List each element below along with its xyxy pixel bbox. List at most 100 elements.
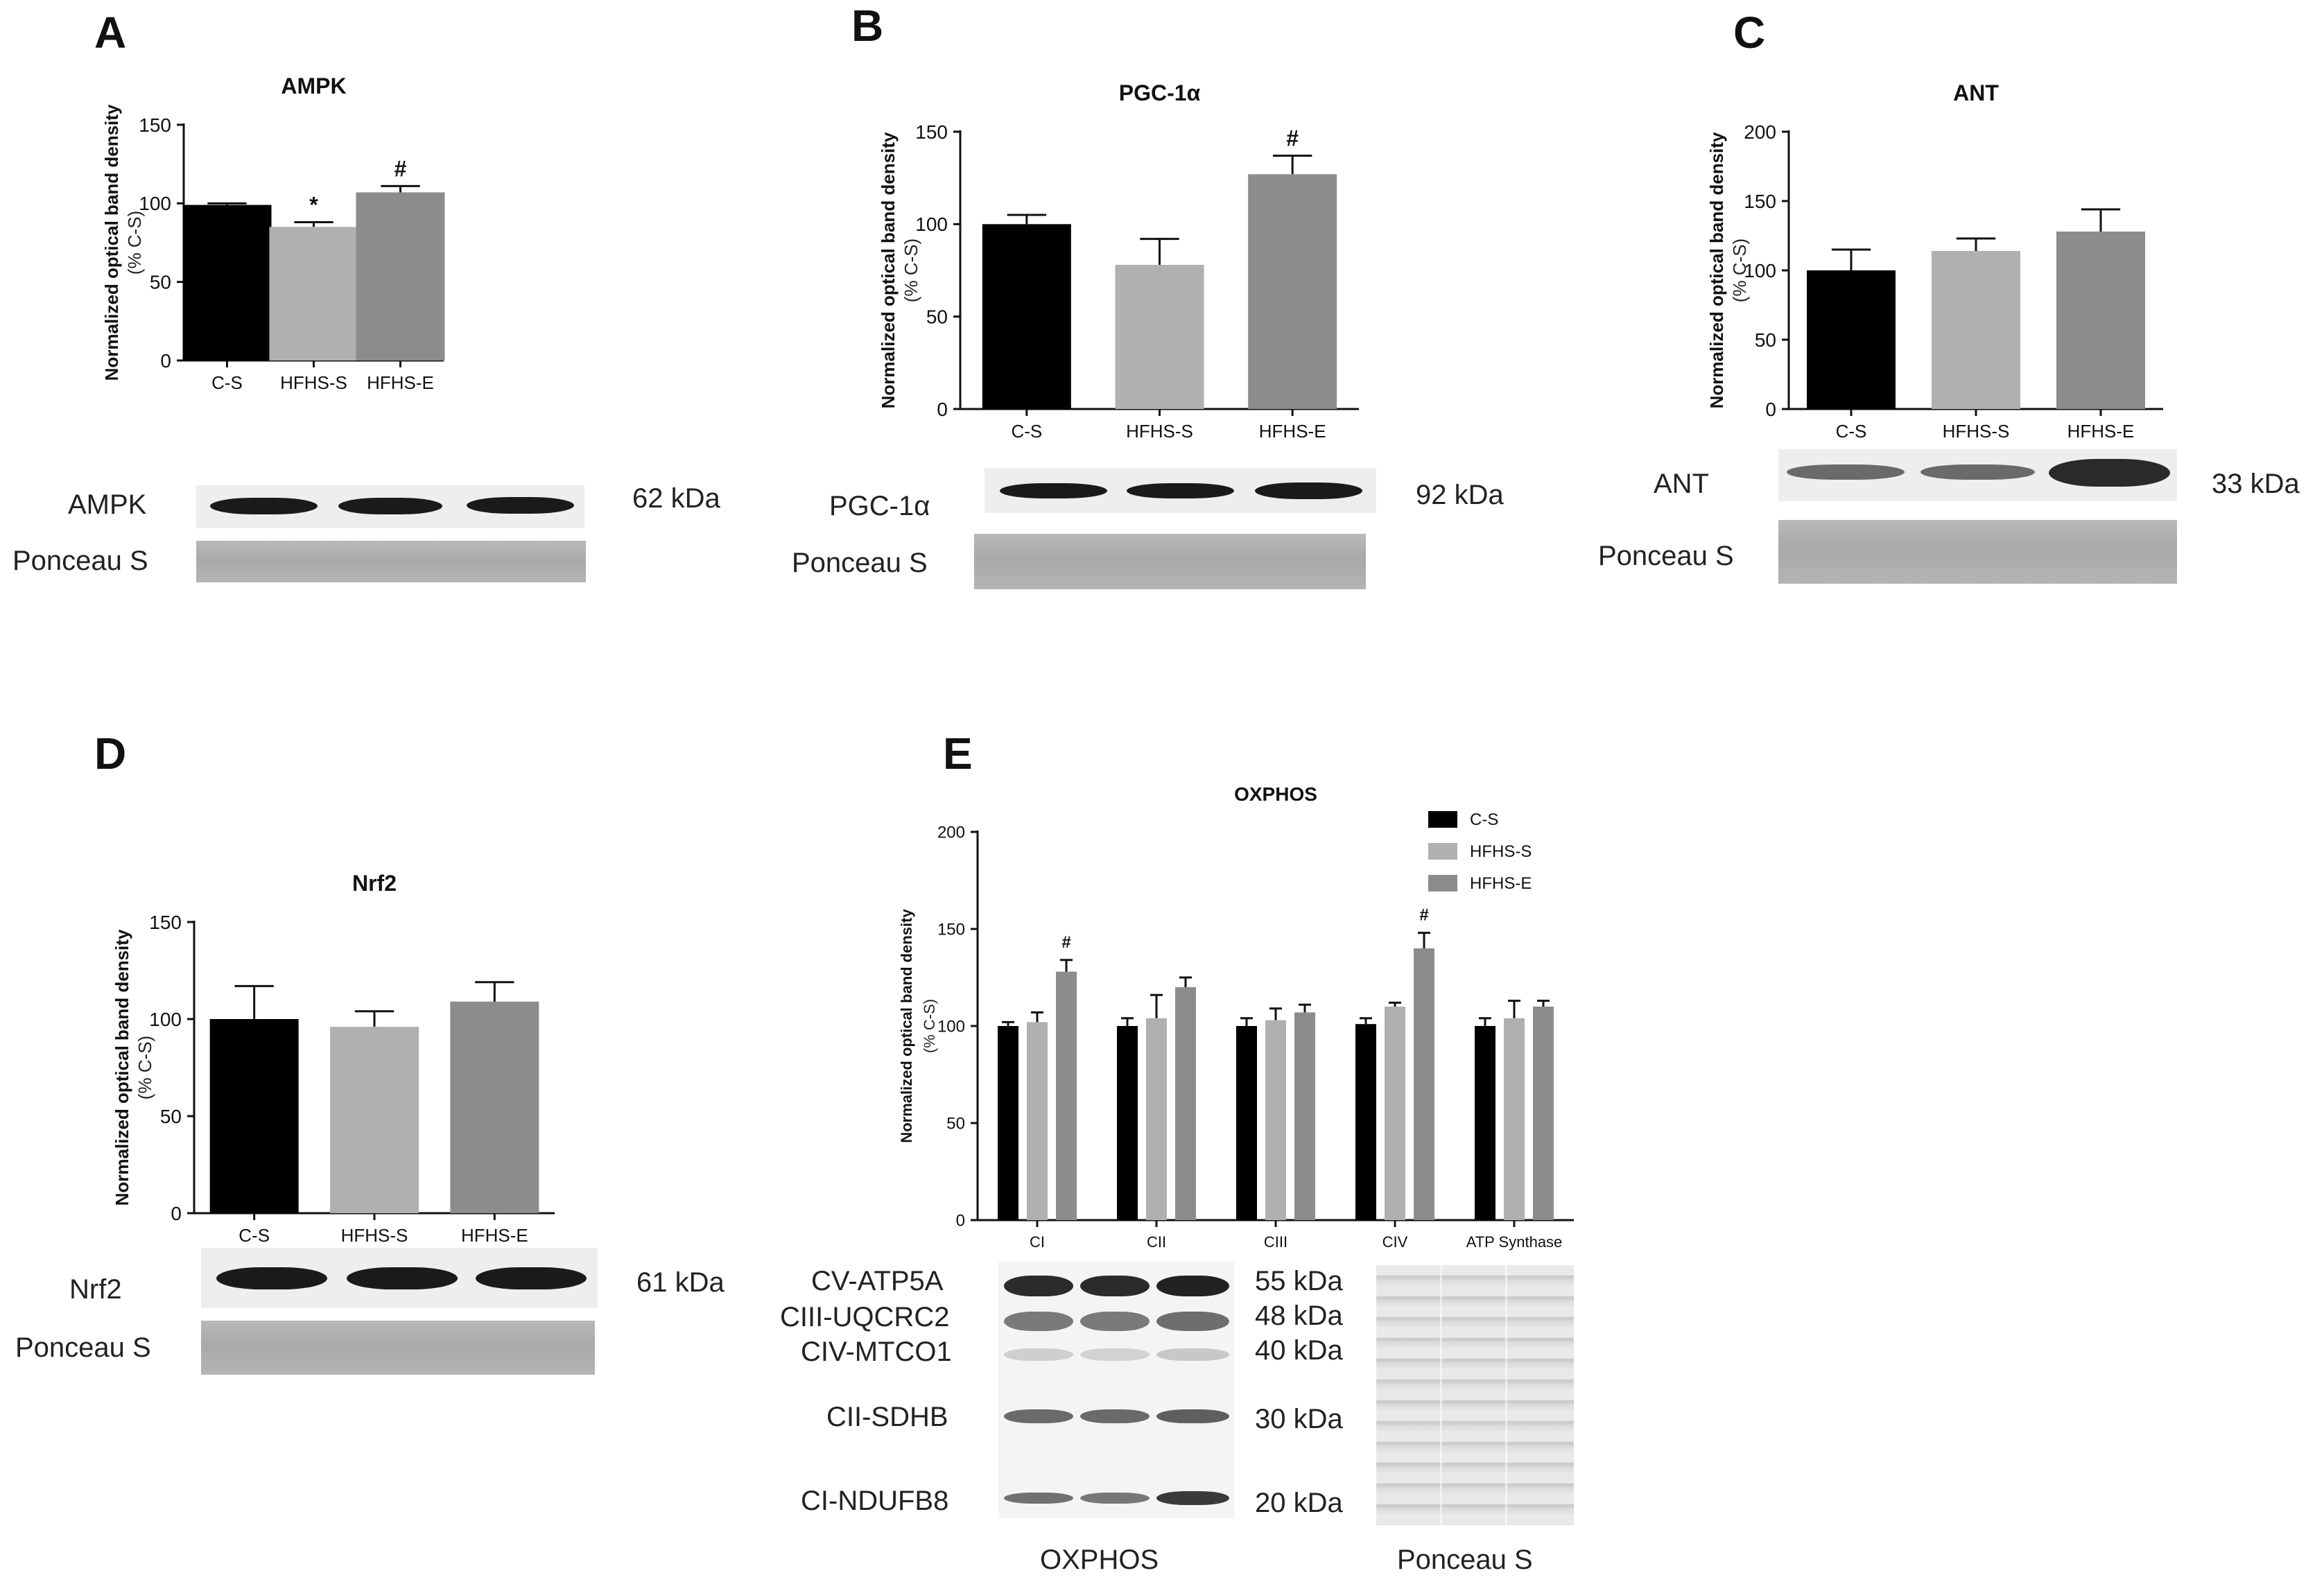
significance-marker: #: [394, 156, 407, 181]
bar: [330, 1027, 419, 1213]
y-tick-label: 100: [937, 1017, 965, 1036]
western-blot-band-strip: [196, 485, 584, 528]
panel-letter: E: [943, 729, 973, 779]
bar: [1027, 1022, 1048, 1220]
blot-band: [1004, 1312, 1073, 1331]
y-tick-label: 100: [1744, 260, 1776, 281]
oxphos-protein-label: CII-SDHB: [826, 1402, 948, 1432]
bar: [1504, 1018, 1525, 1220]
x-tick-label: ATP Synthase: [1466, 1233, 1563, 1251]
blot-band: [210, 498, 318, 514]
oxphos-protein-label: CIV-MTCO1: [801, 1337, 952, 1367]
blot-band: [1080, 1409, 1150, 1423]
y-tick-label: 150: [149, 912, 182, 933]
legend-label: HFHS-S: [1470, 842, 1532, 861]
blot-label: ANT: [1654, 469, 1709, 499]
blot-band: [1787, 464, 1905, 480]
oxphos-caption: OXPHOS: [1040, 1545, 1159, 1575]
blot-band: [1080, 1276, 1150, 1296]
y-axis-label-unit: (% C-S): [135, 1036, 155, 1099]
ponceau-stain-strip: [196, 541, 586, 582]
blot-label: Nrf2: [69, 1274, 122, 1305]
y-tick-label: 200: [1744, 121, 1776, 143]
chart-title: AMPK: [281, 73, 346, 98]
bar-chart-pgc1a: PGC-1α Normalized optical band density (% …: [878, 80, 1359, 442]
blot-label: PGC-1α: [829, 491, 930, 521]
bar: [1146, 1018, 1167, 1220]
legend-swatch: [1428, 811, 1457, 828]
bar: [1175, 987, 1196, 1220]
ponceau-label: Ponceau S: [792, 548, 928, 578]
y-tick-label: 0: [956, 1211, 965, 1230]
y-axis-label: Normalized optical band density: [898, 909, 915, 1143]
y-axis-label-unit: (% C-S): [124, 211, 145, 275]
y-tick-label: 0: [1765, 399, 1776, 420]
x-tick-label: HFHS-S: [341, 1225, 408, 1246]
x-tick-label: HFHS-E: [1259, 421, 1326, 442]
bar: [1355, 1024, 1376, 1220]
lane-separator: [1505, 1265, 1507, 1525]
panel-letter: B: [851, 1, 884, 51]
x-tick-label: CI: [1030, 1233, 1045, 1251]
bar-chart-ampk: AMPK Normalized optical band density (% C-…: [101, 73, 445, 393]
ponceau-stain-strip: [1778, 520, 2177, 584]
bar: [1236, 1026, 1257, 1220]
blot-band: [1156, 1348, 1229, 1361]
blot-band: [467, 497, 574, 514]
y-tick-label: 50: [160, 1106, 182, 1127]
x-tick-label: HFHS-S: [280, 372, 347, 393]
y-tick-label: 50: [926, 306, 948, 327]
x-tick-label: HFHS-E: [367, 372, 434, 393]
x-tick-label: C-S: [1836, 421, 1867, 442]
blot-band: [1156, 1312, 1229, 1331]
chart-title: PGC-1α: [1119, 80, 1201, 105]
molecular-weight-label: 20 kDa: [1255, 1488, 1343, 1518]
ponceau-stain-strip: [201, 1321, 595, 1375]
ponceau-caption: Ponceau S: [1397, 1545, 1533, 1575]
molecular-weight-label: 61 kDa: [636, 1267, 725, 1298]
ponceau-stain-strip: [974, 534, 1366, 589]
bar: [182, 205, 272, 360]
bar-chart-ant: ANT Normalized optical band density (% C-S…: [1706, 80, 2163, 442]
significance-marker: #: [1286, 126, 1299, 151]
blot-band: [1004, 1348, 1073, 1361]
lane-separator: [1440, 1265, 1442, 1525]
molecular-weight-label: 40 kDa: [1255, 1335, 1343, 1366]
panel-letter: C: [1733, 8, 1766, 58]
x-tick-label: C-S: [1011, 421, 1042, 442]
blot-band: [1156, 1276, 1229, 1296]
y-tick-label: 0: [937, 399, 948, 420]
y-tick-label: 50: [150, 271, 171, 293]
ponceau-label: Ponceau S: [12, 546, 148, 576]
ponceau-label: Ponceau S: [15, 1332, 151, 1363]
bar: [209, 1019, 299, 1213]
y-axis-label-unit: (% C-S): [921, 999, 938, 1053]
bar: [269, 227, 358, 360]
bar: [356, 192, 445, 360]
blot-band: [216, 1267, 327, 1289]
x-tick-label: CII: [1147, 1233, 1166, 1251]
x-tick-label: CIV: [1382, 1233, 1408, 1251]
western-blot-band-strip: [201, 1248, 598, 1308]
y-axis-label: Normalized optical band density: [1706, 132, 1727, 408]
blot-label: AMPK: [68, 489, 147, 520]
x-tick-label: HFHS-S: [1126, 421, 1193, 442]
molecular-weight-label: 33 kDa: [2212, 469, 2300, 499]
ponceau-label: Ponceau S: [1598, 541, 1734, 571]
bar: [1475, 1026, 1495, 1220]
y-tick-label: 100: [915, 214, 948, 235]
legend-swatch: [1428, 843, 1457, 860]
y-tick-label: 100: [149, 1009, 182, 1030]
western-blot-band-strip: [1778, 449, 2177, 501]
oxphos-protein-label: CI-NDUFB8: [801, 1486, 949, 1516]
bar: [1265, 1020, 1286, 1220]
blot-band: [1156, 1491, 1229, 1505]
bar: [1117, 1026, 1138, 1220]
blot-band: [1080, 1348, 1150, 1361]
legend-swatch: [1428, 875, 1457, 892]
blot-band: [338, 498, 442, 514]
bar-chart-oxphos: OXPHOS Normalized optical band density (% …: [898, 783, 1574, 1251]
blot-band: [1156, 1409, 1229, 1423]
significance-marker: #: [1419, 906, 1428, 925]
blot-band: [476, 1267, 587, 1289]
